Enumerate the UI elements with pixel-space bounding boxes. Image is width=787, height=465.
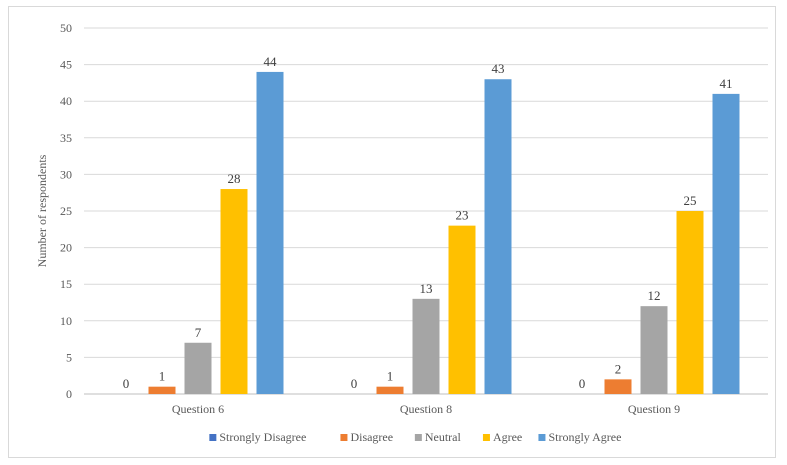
data-label: 0 bbox=[123, 376, 130, 391]
y-tick-label: 40 bbox=[60, 94, 72, 108]
data-label: 12 bbox=[648, 288, 661, 303]
data-label: 0 bbox=[579, 376, 586, 391]
data-label: 7 bbox=[195, 325, 202, 340]
legend-label: Disagree bbox=[350, 430, 393, 444]
bar-agree bbox=[220, 189, 248, 394]
bar-disagree bbox=[376, 386, 404, 394]
legend-label: Neutral bbox=[425, 430, 462, 444]
data-label: 1 bbox=[387, 369, 394, 384]
data-label: 43 bbox=[492, 61, 505, 76]
x-tick-label: Question 8 bbox=[400, 402, 452, 416]
data-label: 1 bbox=[159, 369, 166, 384]
y-tick-label: 50 bbox=[60, 21, 72, 35]
bar-neutral bbox=[412, 298, 440, 394]
y-tick-label: 25 bbox=[60, 204, 72, 218]
legend-swatch bbox=[538, 434, 546, 441]
y-tick-label: 10 bbox=[60, 314, 72, 328]
data-label: 25 bbox=[684, 193, 697, 208]
legend-label: Agree bbox=[493, 430, 522, 444]
legend-swatch bbox=[209, 434, 217, 441]
data-label: 2 bbox=[615, 361, 622, 376]
legend-swatch bbox=[482, 434, 490, 441]
y-axis-title: Number of respondents bbox=[35, 154, 49, 267]
y-tick-label: 20 bbox=[60, 241, 72, 255]
legend-swatch bbox=[414, 434, 422, 441]
bar-agree bbox=[676, 211, 704, 394]
x-tick-label: Question 9 bbox=[628, 402, 680, 416]
x-tick-label: Question 6 bbox=[172, 402, 224, 416]
y-tick-label: 35 bbox=[60, 131, 72, 145]
data-label: 28 bbox=[228, 171, 241, 186]
legend-swatch bbox=[340, 434, 348, 441]
legend-label: Strongly Agree bbox=[548, 430, 621, 444]
bar-disagree bbox=[148, 386, 176, 394]
bar-strongly-agree bbox=[712, 93, 740, 394]
y-tick-label: 0 bbox=[66, 387, 72, 401]
y-tick-label: 30 bbox=[60, 167, 72, 181]
data-label: 44 bbox=[264, 54, 278, 69]
y-tick-label: 5 bbox=[66, 350, 72, 364]
data-label: 13 bbox=[420, 281, 433, 296]
data-label: 0 bbox=[351, 376, 358, 391]
bar-disagree bbox=[604, 379, 632, 394]
y-tick-label: 15 bbox=[60, 277, 72, 291]
bar-neutral bbox=[184, 342, 212, 394]
y-tick-label: 45 bbox=[60, 58, 72, 72]
bar-strongly-agree bbox=[256, 71, 284, 395]
bar-strongly-agree bbox=[484, 79, 512, 395]
bar-neutral bbox=[640, 306, 668, 394]
bar-agree bbox=[448, 225, 476, 394]
data-label: 41 bbox=[720, 76, 733, 91]
data-label: 23 bbox=[456, 208, 469, 223]
legend-label: Strongly Disagree bbox=[219, 430, 306, 444]
